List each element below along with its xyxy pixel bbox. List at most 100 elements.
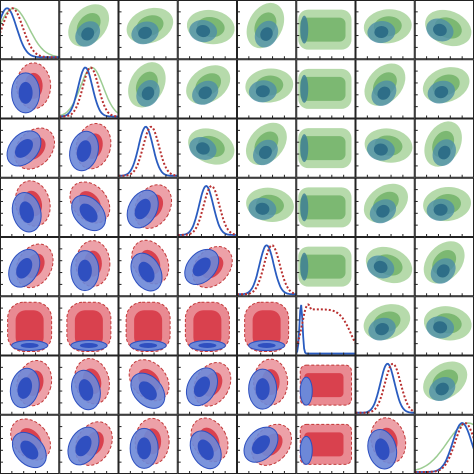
panel-content <box>67 421 113 466</box>
panel-content <box>423 241 465 284</box>
contour-blue-inner <box>141 86 155 101</box>
contour-blue-inner <box>434 85 449 99</box>
panel <box>177 59 237 119</box>
curve-blue <box>177 185 237 236</box>
contour-blue-inner <box>20 440 39 460</box>
panel-frame <box>177 0 237 60</box>
curve-red <box>355 362 415 414</box>
panel <box>0 355 60 415</box>
contour-blue-inner <box>77 259 92 282</box>
panel-content <box>128 359 170 409</box>
panel <box>414 0 474 60</box>
panel <box>355 118 415 178</box>
panel <box>177 237 237 297</box>
contour-blue <box>300 134 309 163</box>
panel-content <box>296 303 356 355</box>
panel-frame <box>59 355 119 415</box>
panel-content <box>246 2 285 49</box>
panel-content <box>184 301 230 352</box>
panel-frame <box>237 0 297 60</box>
panel-content <box>7 301 53 352</box>
panel-frame <box>237 118 297 178</box>
panel-content <box>363 304 411 341</box>
panel <box>414 118 474 178</box>
panel <box>237 177 297 237</box>
panel-frame <box>177 355 237 415</box>
panel-content <box>355 362 415 414</box>
panel-content <box>237 244 297 296</box>
panel <box>296 355 356 415</box>
panel <box>59 177 119 237</box>
panel-content <box>414 421 474 473</box>
contour-blue-inner <box>260 27 273 41</box>
panel <box>177 296 237 356</box>
panel-content <box>363 9 412 44</box>
panel <box>118 0 178 60</box>
panel-frame <box>0 118 60 178</box>
panel <box>296 118 356 178</box>
panel-content <box>299 423 352 465</box>
panel <box>237 237 297 297</box>
panel <box>118 59 178 119</box>
panel-frame <box>118 0 178 60</box>
panel <box>296 296 356 356</box>
panel-content <box>298 187 352 228</box>
panel-frame <box>177 59 237 119</box>
panel-frame <box>59 237 119 297</box>
panel-content <box>299 364 352 406</box>
panel <box>237 0 297 60</box>
panel <box>355 414 415 474</box>
curve-red <box>0 7 60 59</box>
panel-content <box>298 246 352 287</box>
panel-frame <box>237 355 297 415</box>
panel <box>59 237 119 297</box>
contour-red-inner <box>134 310 163 348</box>
contour-blue-inner <box>433 321 448 334</box>
panel-content <box>128 62 166 108</box>
panel-content <box>9 359 53 409</box>
panel-frame <box>296 0 356 60</box>
panel-frame <box>0 177 60 237</box>
contour-blue-inner <box>20 343 39 348</box>
panel <box>177 355 237 415</box>
panel-frame <box>0 355 60 415</box>
panel <box>59 59 119 119</box>
panel <box>414 355 474 415</box>
curve-red <box>296 303 356 348</box>
panel <box>237 355 297 415</box>
panel <box>59 414 119 474</box>
contour-blue-inner <box>374 438 390 461</box>
panel-frame <box>237 296 297 356</box>
panel-frame <box>177 118 237 178</box>
contour-blue-inner <box>19 201 35 224</box>
panel-content <box>186 65 231 105</box>
panel-content <box>364 63 406 106</box>
panel-content <box>423 186 471 222</box>
panel <box>0 59 60 119</box>
contour-blue-inner <box>192 257 211 277</box>
panel-content <box>125 301 171 352</box>
panel-frame <box>296 177 356 237</box>
contour-blue-outer <box>299 435 313 465</box>
contour-blue-inner <box>255 85 270 98</box>
contour-blue-outer <box>299 376 313 406</box>
panel-content <box>364 128 413 163</box>
panel-content <box>248 358 289 410</box>
contour-blue-inner <box>79 343 98 348</box>
contour-blue-inner <box>438 145 451 160</box>
panel-content <box>71 358 110 411</box>
panel <box>355 177 415 237</box>
panel-frame <box>355 237 415 297</box>
contour-blue-inner <box>79 203 98 223</box>
contour-blue-inner <box>255 202 270 215</box>
curve-blue <box>296 304 356 355</box>
panel-frame <box>59 177 119 237</box>
panel-frame <box>59 296 119 356</box>
panel-frame <box>355 177 415 237</box>
contour-blue-inner <box>138 26 152 39</box>
panel-content <box>118 125 178 177</box>
panel-content <box>367 417 407 470</box>
panel-content <box>243 423 293 466</box>
contour-blue-inner <box>17 377 33 399</box>
contour-blue-inner <box>374 26 389 39</box>
